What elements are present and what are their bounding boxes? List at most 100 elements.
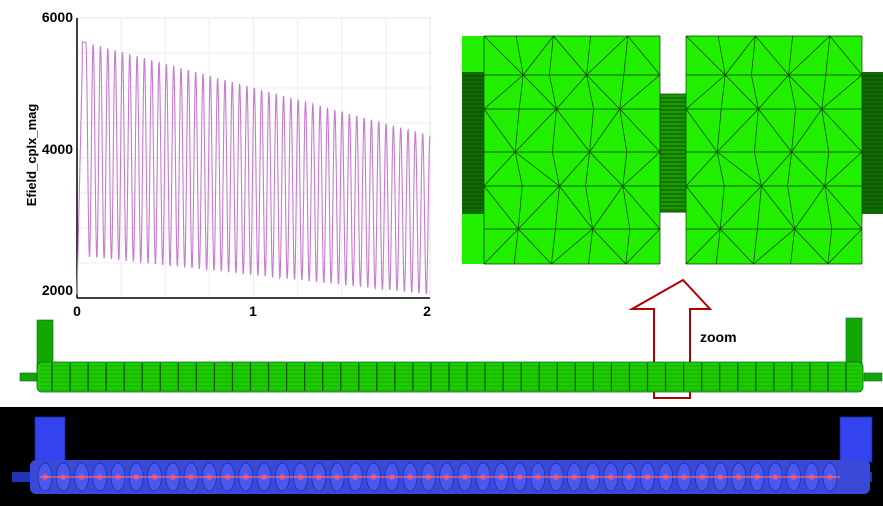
mesh-edge [551,228,556,265]
mesh-edge [522,35,554,76]
mesh-edge [753,228,758,265]
mesh-edge [791,151,826,187]
mesh-edge [827,228,833,265]
mesh-edge [586,74,621,110]
mesh-edge [549,74,557,110]
mesh-edge [627,35,661,76]
mesh-edge [829,35,863,76]
mesh-edge [517,185,523,230]
y-tick-label-2000: 2000 [42,282,73,298]
mesh-edge [791,108,823,153]
mesh-edge [824,185,863,230]
mesh-edge [716,108,722,153]
mesh-edge [559,151,590,187]
mesh-edge [483,151,516,187]
mesh-edge [622,151,661,187]
mesh-edge [585,185,593,230]
mesh-edge [592,228,627,265]
mesh-edge [518,74,524,110]
mesh-edge [685,185,721,230]
mesh-edge [552,108,557,153]
mesh-edge [553,35,587,76]
mesh-edge [824,151,830,187]
x-tick-label-2: 2 [423,303,431,319]
zoom-cell-right [686,36,862,264]
mesh-edge [514,151,560,187]
green-coupler-right [845,317,863,367]
mesh-edge [522,74,557,110]
blue-axis-field-line [40,476,840,478]
mesh-edge [514,151,523,187]
mesh-edge [824,185,833,230]
mesh-edge [761,151,792,187]
green-pipe-right [863,372,883,382]
mesh-edge [757,185,762,230]
y-axis-label: Efield_cplx_mag [24,104,39,207]
efield-chart: 6000 4000 2000 0 1 2 Efield_cplx_mag [24,9,431,319]
mesh-edge [754,108,759,153]
y-tick-label-6000: 6000 [42,9,73,25]
mesh-edge [517,228,552,265]
mesh-edge [827,228,863,265]
mesh-edge [724,35,756,76]
zoomed-mesh-view [462,35,883,265]
mesh-edge [622,151,628,187]
green-cell-rings [40,363,860,391]
mesh-edge [719,228,754,265]
mesh-edge [758,108,792,153]
mesh-edge [515,35,524,76]
mesh-edge [623,35,629,76]
mesh-edge [619,74,661,110]
mesh-edge [552,151,560,187]
series-line-efield [76,41,431,295]
mesh-edge [625,228,661,265]
x-tick-label-0: 0 [73,303,81,319]
mesh-edge [685,151,718,187]
mesh-edge [556,108,590,153]
y-tick-label-4000: 4000 [42,141,73,157]
green-tube-body [36,361,864,393]
zoom-cap-right [862,72,883,214]
mesh-edge [758,74,789,110]
mesh-edge [717,35,726,76]
mesh-edge [788,35,831,76]
mesh-edge [483,185,519,230]
mesh-edge [719,185,762,230]
mesh-edge [556,74,587,110]
blue-coupler-right [839,416,873,463]
mesh-edge [794,185,826,230]
mesh-edge [787,151,792,187]
mesh-edge [549,35,554,76]
mesh-edge [622,185,631,230]
mesh-edge [685,35,726,76]
mesh-edge [619,74,625,110]
mesh-edge [715,228,721,265]
mesh-edge [589,108,594,153]
mesh-edge [821,108,863,153]
mesh-edge [685,74,726,110]
mesh-edge [754,151,762,187]
mesh-edge [589,108,621,153]
x-tick-label-1: 1 [249,303,257,319]
mesh-edge [514,108,557,153]
mesh-edge [755,35,789,76]
mesh-edge [790,228,795,265]
mesh-edge [719,185,725,230]
mesh-edge [555,185,560,230]
mesh-edge [825,35,831,76]
mesh-edge [589,151,624,187]
mesh-edge [513,228,519,265]
zoom-label: zoom [700,329,737,345]
mesh-edge [592,185,624,230]
mesh-edge [788,74,823,110]
mesh-edge [821,74,863,110]
zoom-cap-left [462,72,484,214]
mesh-edge [483,74,524,110]
mesh-edge [787,185,795,230]
mesh-edge [619,108,628,153]
mesh-edge [483,35,524,76]
mesh-edge [588,228,593,265]
mesh-edge [788,74,796,110]
mesh-edge [586,35,629,76]
